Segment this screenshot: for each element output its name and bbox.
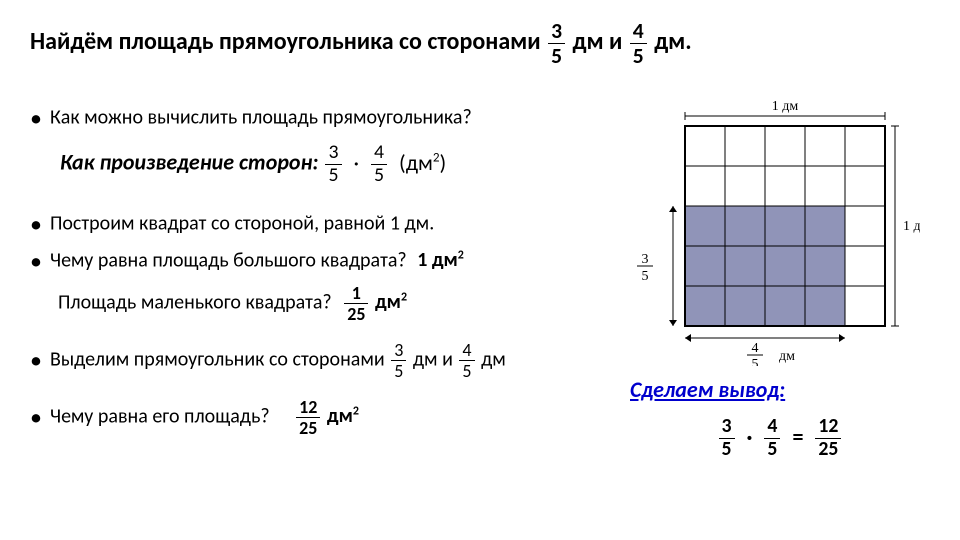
left-column: •Как можно вычислить площадь прямоугольн…: [30, 96, 610, 460]
title-text: Найдём площадь прямоугольника со сторона…: [30, 27, 546, 56]
title-fraction-1: 35: [548, 20, 565, 66]
svg-text:3: 3: [642, 252, 649, 267]
answer6-fraction: 1225: [296, 398, 320, 437]
question-1: •Как можно вычислить площадь прямоугольн…: [30, 104, 610, 133]
q5-fraction-1: 35: [391, 341, 406, 380]
question-5: •Выделим прямоугольник со сторонами 35 д…: [30, 341, 610, 380]
question-6: •Чему равна его площадь? 1225 дм2: [30, 398, 610, 437]
svg-text:1 дм: 1 дм: [903, 219, 920, 234]
conclusion-equation: 35 · 45 = 1225: [630, 417, 930, 460]
formula-line: Как произведение сторон: 35 · 45 (дм2): [60, 143, 610, 186]
question-2: •Построим квадрат со стороной, равной 1 …: [30, 210, 610, 239]
svg-text:дм: дм: [779, 349, 795, 364]
svg-text:5: 5: [752, 357, 759, 366]
title-fraction-2: 45: [630, 20, 647, 66]
svg-text:1 дм: 1 дм: [772, 99, 799, 114]
grid-diagram: 1 дм1 дм3545дм: [630, 96, 920, 366]
page-title: Найдём площадь прямоугольника со сторона…: [30, 20, 930, 66]
formula-fraction-a: 35: [325, 143, 341, 186]
q5-fraction-2: 45: [459, 341, 474, 380]
svg-text:5: 5: [642, 269, 649, 284]
formula-fraction-b: 45: [371, 143, 387, 186]
right-column: 1 дм1 дм3545дм Сделаем вывод: 35 · 45 = …: [630, 96, 930, 460]
question-4: Площадь маленького квадрата? 125 дм2: [58, 284, 610, 323]
answer4-fraction: 125: [344, 284, 368, 323]
question-3: •Чему равна площадь большого квадрата? 1…: [30, 247, 610, 276]
conclusion-title: Сделаем вывод:: [630, 376, 930, 403]
svg-text:4: 4: [752, 341, 759, 356]
